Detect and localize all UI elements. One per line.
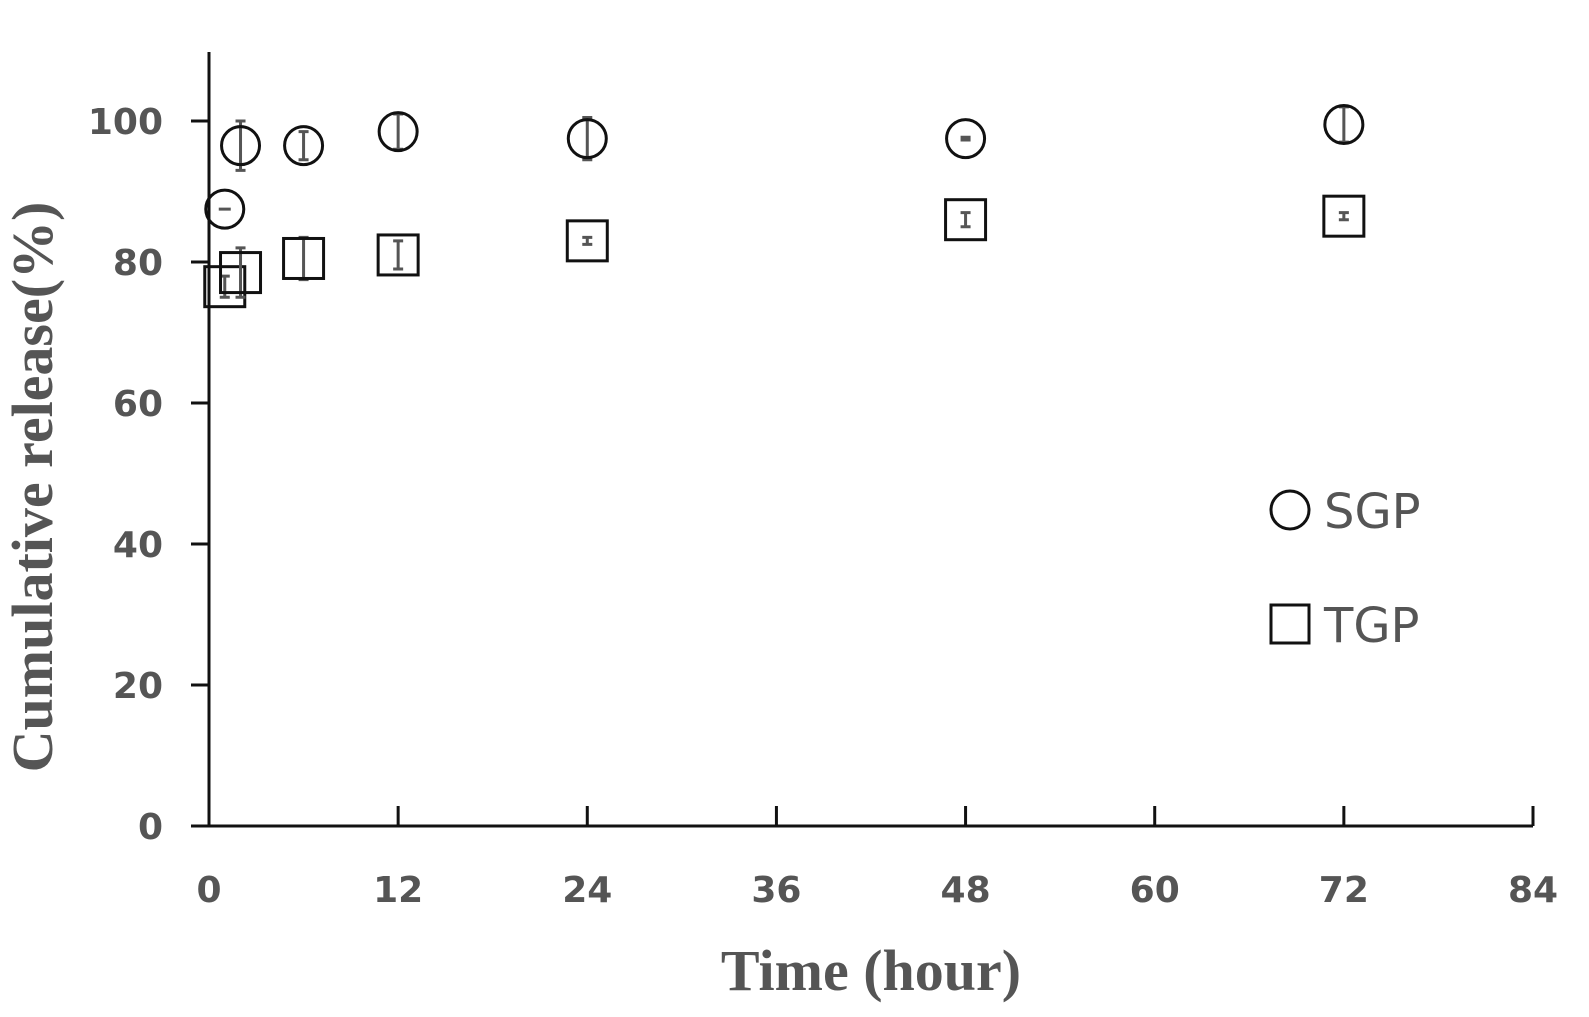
x-tick-label: 48 <box>941 870 991 911</box>
y-tick-label: 60 <box>113 384 163 425</box>
legend-label-sgp: SGP <box>1324 484 1421 540</box>
x-tick-label: 60 <box>1130 870 1180 911</box>
x-tick-label: 84 <box>1508 870 1558 911</box>
error-bar <box>1338 211 1349 222</box>
legend: SGP TGP <box>1269 484 1421 654</box>
error-bar <box>298 235 309 282</box>
error-bar <box>1338 105 1349 144</box>
x-tick-label: 12 <box>373 870 423 911</box>
error-bar <box>393 112 404 151</box>
error-bar <box>582 115 593 162</box>
error-bar <box>298 130 309 162</box>
x-tick-label: 72 <box>1319 870 1369 911</box>
y-axis-title: Cumulative release(%) <box>0 202 65 773</box>
series-sgp <box>204 104 1365 230</box>
data-point-square <box>565 219 609 263</box>
error-bar <box>960 135 971 142</box>
data-point-circle <box>283 125 325 167</box>
x-tick-label: 24 <box>562 870 612 911</box>
data-point-square <box>203 265 247 309</box>
y-tick-label: 20 <box>113 666 163 707</box>
data-point-square <box>219 251 263 295</box>
legend-circle-marker <box>1269 489 1311 531</box>
axes <box>207 52 1533 828</box>
data-point-circle <box>945 118 987 160</box>
y-tick-label: 40 <box>113 525 163 566</box>
data-point-square <box>944 198 988 242</box>
x-tick-label: 36 <box>751 870 801 911</box>
y-tick-label: 80 <box>113 243 163 284</box>
error-bar <box>393 239 404 271</box>
data-point-circle <box>377 111 419 153</box>
data-point-square <box>1322 194 1366 238</box>
error-bar <box>582 235 593 246</box>
series-tgp <box>203 194 1366 309</box>
x-axis-title: Time (hour) <box>721 938 1021 1003</box>
y-tick-label: 0 <box>138 807 163 848</box>
data-point-square <box>282 236 326 280</box>
y-ticks: 0 20 40 60 80 100 <box>88 102 209 848</box>
data-point-circle <box>566 118 608 160</box>
x-ticks: 0 12 24 36 48 60 72 84 <box>196 806 1558 911</box>
legend-square-marker <box>1269 603 1311 645</box>
series-layer <box>203 104 1366 309</box>
y-tick-label: 100 <box>88 102 163 143</box>
data-point-square <box>376 233 420 277</box>
data-point-circle <box>220 125 262 167</box>
data-point-circle <box>204 188 246 230</box>
legend-label-tgp: TGP <box>1323 598 1419 654</box>
x-tick-label: 0 <box>196 870 221 911</box>
error-bar <box>235 246 246 299</box>
data-point-circle <box>1323 104 1365 146</box>
error-bar <box>960 211 971 229</box>
error-bar <box>235 119 246 172</box>
